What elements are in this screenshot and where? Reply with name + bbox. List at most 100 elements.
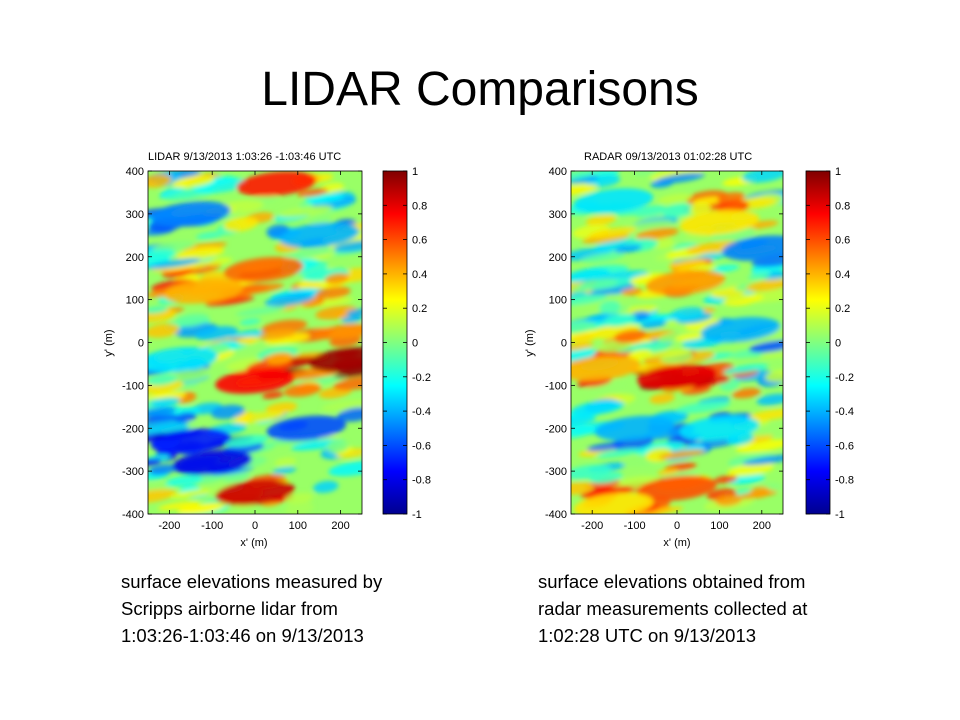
- heatmap-cell: [283, 383, 322, 397]
- heatmap-cell: [306, 194, 345, 204]
- colorbar-tick-label: 0.6: [835, 235, 850, 247]
- heatmap-cell: [571, 184, 598, 196]
- heatmap-cell: [333, 376, 362, 391]
- heatmap-feature: [679, 209, 760, 236]
- heatmap-cell: [148, 464, 177, 476]
- y-tick-label: 100: [549, 295, 567, 307]
- heatmap-cell: [655, 172, 705, 184]
- heatmap-cell: [615, 343, 663, 353]
- lidar-plot-title: LIDAR 9/13/2013 1:03:26 -1:03:46 UTC: [148, 151, 341, 163]
- y-tick-label: 100: [126, 295, 144, 307]
- heatmap-cell: [172, 175, 215, 188]
- heatmap-cell: [588, 227, 637, 239]
- heatmap-cell: [346, 308, 362, 316]
- heatmap-cell: [595, 448, 641, 458]
- heatmap-cell: [614, 244, 642, 253]
- colorbar-tick-label: -0.4: [412, 406, 431, 418]
- heatmap-cell: [148, 374, 178, 386]
- radar-y-axis-label: y' (m): [524, 329, 536, 356]
- heatmap-cell: [265, 401, 298, 414]
- y-tick-label: 300: [549, 209, 567, 221]
- radar-caption-line: surface elevations obtained from: [538, 571, 806, 592]
- heatmap-cell: [627, 359, 682, 373]
- heatmap-cell: [735, 439, 783, 453]
- heatmap-cell: [727, 463, 774, 477]
- heatmap-cell: [571, 171, 599, 182]
- heatmap-cell: [205, 296, 255, 307]
- heatmap-cell: [148, 258, 202, 269]
- heatmap-feature: [594, 415, 675, 441]
- heatmap-cell: [705, 264, 740, 274]
- radar-caption-line: 1:02:28 UTC on 9/13/2013: [538, 625, 757, 646]
- heatmap-cell: [669, 306, 706, 321]
- heatmap-cell: [283, 248, 336, 259]
- x-tick-label: -200: [158, 520, 180, 532]
- heatmap-feature: [279, 222, 360, 248]
- heatmap-cell: [748, 272, 771, 280]
- colorbar-tick-label: -0.2: [412, 372, 431, 384]
- heatmap-cell: [723, 364, 769, 374]
- heatmap-feature: [679, 415, 760, 441]
- heatmap-cell: [765, 369, 783, 382]
- heatmap-feature: [172, 449, 253, 476]
- heatmap-cell: [748, 340, 783, 353]
- heatmap-cell: [148, 458, 162, 467]
- heatmap-cell: [675, 400, 731, 414]
- heatmap-cell: [571, 481, 594, 495]
- colorbar-tick-label: 1: [412, 166, 418, 178]
- heatmap-cell: [715, 494, 743, 507]
- colorbar-tick-label: -1: [412, 509, 422, 521]
- heatmap-cell: [686, 240, 742, 254]
- heatmap-cell: [748, 408, 783, 421]
- radar-panel: RADAR 09/13/2013 01:02:28 UTC 400 300 200 1…: [524, 151, 854, 549]
- radar-heatmap: [570, 170, 784, 515]
- colorbar-tick-label: 0.6: [412, 235, 427, 247]
- heatmap-cell: [657, 193, 693, 204]
- x-tick-label: -100: [624, 520, 646, 532]
- heatmap-cell: [148, 483, 173, 493]
- y-tick-label: -400: [545, 509, 567, 521]
- heatmap-cell: [326, 439, 349, 454]
- lidar-panel: LIDAR 9/13/2013 1:03:26 -1:03:46 UTC 400…: [103, 151, 431, 549]
- heatmap-cell: [658, 449, 705, 460]
- colorbar-tick-label: -0.4: [835, 406, 854, 418]
- x-tick-label: -200: [581, 520, 603, 532]
- heatmap-cell: [713, 475, 738, 484]
- x-tick-label: 0: [674, 520, 680, 532]
- y-tick-label: -200: [545, 423, 567, 435]
- colorbar-tick-label: 1: [835, 166, 841, 178]
- heatmap-cell: [731, 388, 761, 399]
- radar-caption-line: radar measurements collected at: [538, 598, 808, 619]
- heatmap-cell: [210, 404, 245, 420]
- heatmap-cell: [571, 321, 596, 335]
- y-tick-label: 300: [126, 209, 144, 221]
- heatmap-cell: [578, 278, 619, 291]
- heatmap-cell: [652, 237, 675, 250]
- heatmap-cell: [337, 407, 362, 422]
- heatmap-feature: [150, 201, 231, 227]
- heatmap-cell: [657, 468, 679, 476]
- heatmap-cell: [264, 333, 310, 345]
- colorbar-tick-label: 0: [412, 338, 418, 350]
- lidar-x-axis-label: x' (m): [240, 537, 267, 549]
- heatmap-cell: [603, 313, 637, 327]
- heatmap-cell: [675, 332, 706, 341]
- heatmap-cell: [571, 424, 596, 439]
- heatmap-cell: [284, 492, 314, 504]
- y-tick-label: 200: [549, 252, 567, 264]
- y-tick-label: 400: [126, 166, 144, 178]
- heatmap-cell: [640, 506, 684, 514]
- radar-x-ticks: -200 -100 0 100 200: [581, 171, 771, 532]
- heatmap-cell: [315, 286, 351, 300]
- heatmap-cell: [621, 287, 643, 296]
- radar-caption: surface elevations obtained from radar m…: [538, 568, 858, 649]
- heatmap-cell: [176, 246, 225, 260]
- heatmap-feature: [309, 347, 362, 373]
- heatmap-cell: [174, 412, 197, 423]
- y-tick-label: -200: [122, 423, 144, 435]
- heatmap-cell: [178, 503, 222, 514]
- heatmap-feature: [637, 364, 717, 390]
- heatmap-cell: [223, 216, 259, 232]
- heatmap-cell: [321, 399, 362, 412]
